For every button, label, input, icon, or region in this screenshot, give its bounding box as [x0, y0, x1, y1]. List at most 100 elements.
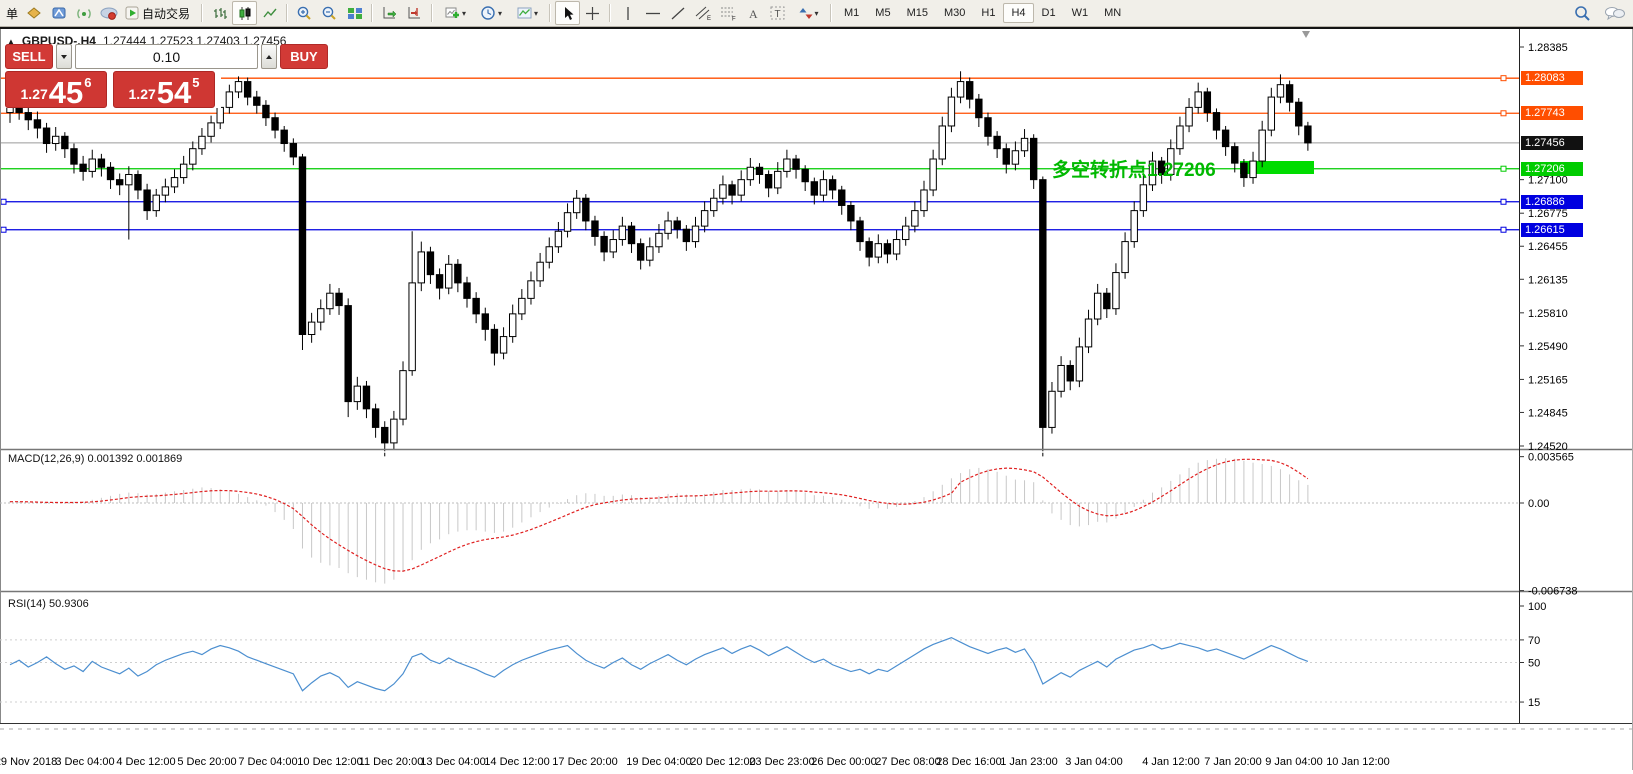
buy-button[interactable]: BUY [280, 44, 328, 69]
svg-text:T: T [775, 9, 781, 20]
autotrading-button[interactable]: 自动交易 [121, 1, 197, 25]
candlestick-chart-button[interactable] [232, 1, 258, 25]
cursor-icon [564, 6, 574, 20]
timeframe-MN[interactable]: MN [1104, 7, 1122, 19]
chart-shift-marker[interactable] [1302, 31, 1310, 38]
line-handle[interactable] [0, 198, 7, 205]
chevron-down-icon: ▾ [498, 8, 503, 18]
timeframe-M30[interactable]: M30 [943, 7, 966, 19]
volume-decrease-button[interactable] [56, 44, 72, 69]
date-label: 9 Jan 04:00 [1265, 756, 1323, 768]
periods-button[interactable]: ▾ [473, 1, 509, 25]
sell-price-prefix: 1.27 [20, 86, 48, 102]
price-badge: 1.26886 [1521, 194, 1583, 209]
price-tick-label: 1.25810 [1528, 308, 1568, 320]
horizontal-line-button[interactable] [640, 1, 665, 25]
tile-windows-icon [347, 7, 362, 19]
zoom-in-button[interactable] [292, 1, 317, 25]
line-handle[interactable] [0, 226, 7, 233]
timeframe-D1[interactable]: D1 [1041, 7, 1056, 19]
market-button[interactable] [96, 1, 121, 25]
date-label: 29 Nov 2018 [0, 756, 57, 768]
text-label-icon: T [770, 6, 785, 20]
price-tick-label: 1.27100 [1528, 175, 1568, 187]
signals-button[interactable] [71, 1, 96, 25]
auto-scroll-button[interactable] [377, 1, 402, 25]
new-order-button[interactable]: 单 [6, 6, 19, 21]
line-chart-button[interactable] [257, 1, 282, 25]
date-label: 10 Dec 12:00 [297, 756, 362, 768]
triangle-down-icon [61, 54, 67, 59]
macd-signal-line [10, 458, 1309, 572]
price-axis[interactable]: 1.28385 1.27100 1.26775 1.26455 1.26135 1.258… [1519, 42, 1578, 709]
highlight-rect[interactable] [1240, 161, 1314, 174]
metaeditor-button[interactable] [46, 1, 71, 25]
rsi-scale-label: 70 [1528, 635, 1540, 647]
main-toolbar: 单 自动交易 ▾ ▾ [0, 0, 1633, 27]
search-button[interactable] [1569, 1, 1594, 25]
chart-annotation-text[interactable]: 多空转折点1.27206 [1052, 160, 1216, 181]
equidistant-channel-icon: E [695, 6, 711, 21]
fibonacci-button[interactable]: F [715, 1, 740, 25]
line-handle[interactable] [1500, 226, 1507, 233]
date-label: 11 Dec 20:00 [359, 756, 424, 768]
text-label-button[interactable]: T [765, 1, 790, 25]
date-label: 28 Dec 16:00 [936, 756, 1001, 768]
equidistant-channel-button[interactable]: E [690, 1, 715, 25]
rsi-scale-label: 15 [1528, 697, 1540, 709]
line-handle[interactable] [1500, 75, 1507, 82]
price-badge: 1.27743 [1521, 106, 1583, 121]
market-icon [100, 7, 118, 20]
arrows-button[interactable]: ▾ [790, 1, 826, 25]
date-label: 27 Dec 08:00 [875, 756, 940, 768]
volume-increase-button[interactable] [261, 44, 277, 69]
line-handle[interactable] [1500, 165, 1507, 172]
zoom-out-button[interactable] [317, 1, 342, 25]
date-label: 10 Jan 12:00 [1326, 756, 1390, 768]
text-button[interactable]: A [740, 1, 765, 25]
macd-histogram [9, 458, 1309, 584]
vertical-line-button[interactable] [615, 1, 640, 25]
crosshair-button[interactable] [580, 1, 605, 25]
buy-price-prefix: 1.27 [128, 86, 156, 102]
buy-price-button[interactable]: 1.27 54 5 [113, 71, 215, 108]
date-label: 7 Jan 20:00 [1204, 756, 1262, 768]
sell-button[interactable]: SELL [5, 44, 53, 69]
timeframe-H1[interactable]: H1 [981, 7, 996, 19]
date-label: 13 Dec 04:00 [420, 756, 485, 768]
trendline-button[interactable] [665, 1, 690, 25]
chart-shift-button[interactable] [402, 1, 427, 25]
price-tick-label: 1.25490 [1528, 341, 1568, 353]
collapse-panel-icon[interactable]: ▲ [7, 36, 15, 46]
timeframe-H4[interactable]: H4 [1003, 3, 1034, 23]
cursor-button[interactable] [555, 1, 581, 25]
documents-button[interactable] [21, 1, 46, 25]
tile-windows-button[interactable] [342, 1, 367, 25]
volume-input[interactable] [75, 44, 258, 69]
text-icon: A [749, 7, 758, 21]
templates-button[interactable]: ▾ [509, 1, 545, 25]
chat-button[interactable] [1602, 1, 1627, 25]
timeframe-W1[interactable]: W1 [1071, 7, 1089, 19]
sell-price-button[interactable]: 1.27 45 6 [5, 71, 107, 108]
horizontal-line-icon [645, 12, 660, 14]
bar-chart-button[interactable] [207, 1, 232, 25]
line-handle[interactable] [1500, 198, 1507, 205]
line-handle[interactable] [1500, 110, 1507, 117]
toolbar-separator [830, 4, 833, 22]
toolbar-separator [609, 4, 612, 22]
rsi-scale-label: 50 [1528, 658, 1540, 670]
toolbar-separator [371, 4, 374, 22]
timeframe-M5[interactable]: M5 [875, 7, 891, 19]
timeframe-M1[interactable]: M1 [844, 7, 860, 19]
new-chart-button[interactable]: ▾ [437, 1, 473, 25]
svg-text:F: F [732, 17, 736, 22]
chart-window [0, 27, 1633, 774]
periods-icon [481, 6, 495, 20]
price-tick-label: 1.26775 [1528, 208, 1568, 220]
price-tick-label: 1.24845 [1528, 407, 1568, 419]
chevron-down-icon: ▾ [462, 8, 467, 18]
timeframe-M15[interactable]: M15 [906, 7, 928, 19]
